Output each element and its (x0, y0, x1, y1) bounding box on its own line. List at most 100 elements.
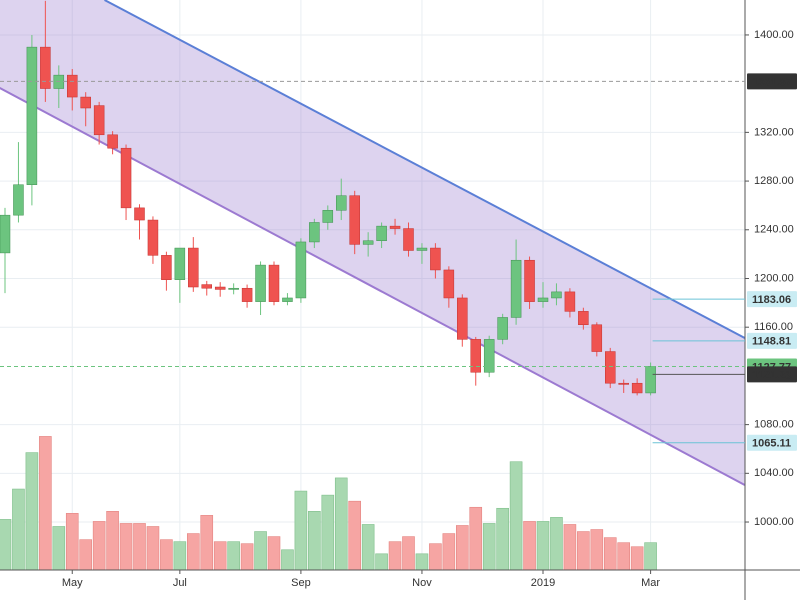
candle-body (551, 291, 562, 299)
candle-body (564, 291, 576, 312)
volume-bar (39, 436, 52, 570)
volume-bar (617, 542, 631, 570)
volume-bar (119, 523, 133, 570)
volume-bar (348, 500, 362, 570)
price-tag-label: 1065.11 (752, 438, 791, 450)
y-tick-label: 1000.00 (754, 516, 794, 528)
candle-body (134, 207, 145, 221)
volume-bar (536, 521, 550, 570)
candle-body (605, 351, 616, 384)
candle-body (430, 247, 441, 271)
price-tag (747, 332, 797, 349)
volume-bar (563, 524, 577, 570)
volume-bar (200, 515, 214, 570)
volume-bar (106, 511, 119, 570)
candle-body (349, 195, 360, 245)
candle-body (497, 317, 508, 340)
candle-body (13, 184, 24, 216)
candle-body (309, 222, 320, 243)
volume-bar (334, 477, 348, 570)
volume-bar (442, 533, 456, 570)
volume-bar (496, 507, 509, 570)
candle-body (470, 339, 481, 373)
candle-body (510, 259, 522, 318)
candle-body (578, 311, 589, 326)
x-tick-label: 2019 (531, 577, 555, 589)
candle-body (591, 324, 603, 352)
candle-body (120, 147, 132, 209)
volume-bar (52, 526, 66, 570)
price-tag (747, 73, 797, 90)
volume-bar (415, 553, 429, 570)
candle-body (107, 134, 118, 149)
candle-body (174, 247, 186, 280)
candle-body (93, 105, 105, 136)
candle-body (336, 195, 347, 211)
candle-body (0, 214, 11, 254)
volume-bar (294, 490, 308, 570)
candle-body (362, 240, 374, 245)
volume-bar (402, 536, 415, 570)
y-tick-label: 1160.00 (754, 321, 793, 333)
y-tick-label: 1400.00 (754, 29, 794, 41)
volume-bar (644, 542, 657, 570)
y-tick-label: 1080.00 (754, 419, 794, 431)
volume-bar (160, 539, 173, 570)
x-tick-label: May (62, 577, 83, 589)
candle-body (147, 219, 159, 256)
volume-bar (577, 531, 590, 570)
candle-body (537, 297, 549, 302)
volume-bar (92, 521, 106, 570)
channel-line (104, 0, 745, 339)
candle-body (618, 382, 629, 385)
candle-body (80, 96, 91, 109)
plot-area (0, 0, 745, 570)
x-tick-label: Nov (412, 577, 432, 589)
price-tag-label: 1361.87 (752, 76, 792, 88)
volume-bar (630, 546, 644, 570)
volume-bar (254, 531, 267, 570)
volume-bar (173, 541, 187, 570)
y-tick-label: 1280.00 (754, 175, 794, 187)
candle-body (376, 225, 387, 241)
candle-body (389, 225, 401, 229)
volume-bar (375, 553, 388, 570)
candle-body (483, 339, 495, 373)
volume-bar (281, 549, 294, 570)
candle-body (228, 287, 239, 290)
volume-bar (523, 521, 536, 570)
volume-bar (187, 533, 200, 570)
price-tag (747, 291, 797, 308)
candle-body (282, 297, 293, 302)
volume-bar (469, 506, 483, 570)
volume-bar (0, 519, 12, 570)
volume-bar (267, 536, 281, 570)
candle-body (403, 228, 414, 251)
price-tag-label: 1148.81 (752, 336, 791, 348)
volume-bar (25, 452, 39, 570)
volume-bar (65, 513, 79, 570)
x-tick-label: Mar (641, 577, 660, 589)
candle-body (416, 247, 428, 251)
candle-body (524, 259, 535, 302)
volume-bar (240, 543, 254, 570)
price-tag (747, 434, 797, 451)
price-tag-label: 1121.23 (752, 369, 791, 381)
volume-bar (550, 517, 563, 570)
volume-bar (361, 524, 375, 570)
volume-bar (321, 494, 335, 570)
volume-bar (455, 525, 469, 570)
y-tick-label: 1240.00 (754, 224, 794, 236)
volume-bar (213, 541, 227, 570)
volume-bar (429, 543, 442, 570)
price-tag (747, 366, 797, 383)
volume-bar (308, 511, 321, 570)
candle-body (67, 74, 78, 98)
y-tick-label: 1040.00 (754, 467, 794, 479)
volume-bar (590, 529, 604, 570)
y-tick-label: 1200.00 (754, 272, 794, 284)
candle-body (255, 264, 266, 302)
volume-bar (79, 539, 92, 570)
